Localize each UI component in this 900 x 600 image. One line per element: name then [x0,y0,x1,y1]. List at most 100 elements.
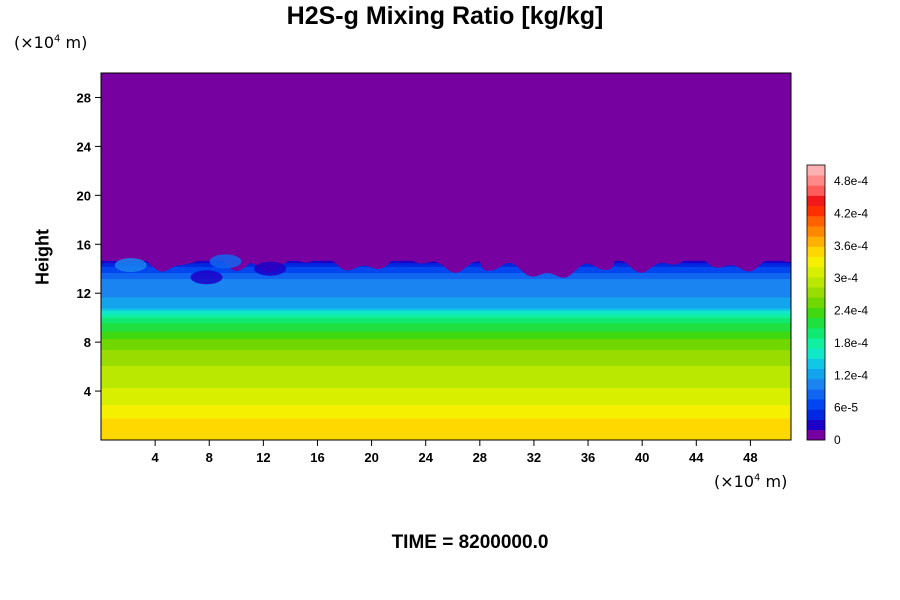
contour-band [101,268,791,271]
contour-band [101,378,791,381]
eddy [114,258,147,273]
contour-band [101,318,791,321]
contour-band [101,289,791,292]
contour-band [101,373,791,376]
contour-band [101,345,791,348]
contour-band [101,311,791,314]
contour-band [101,332,791,335]
colorbar-swatch [807,358,825,370]
contour-band [101,409,791,412]
contour-band [101,387,791,390]
contour-band [101,269,791,272]
y-tick-label: 28 [77,90,91,105]
contour-band [101,313,791,316]
contour-band [101,323,791,326]
contour-band [101,306,791,309]
contour-band [101,294,791,297]
contour-band [101,272,791,275]
contour-band [101,327,791,330]
contour-band [101,354,791,357]
contour-band [101,367,791,370]
contour-band [101,393,791,396]
contour-band [101,282,791,285]
contour-band [101,431,791,434]
contour-band [101,433,791,436]
contour-band [101,304,791,307]
plot-frame [100,72,792,441]
contour-band [101,426,791,429]
contour-band [101,271,791,274]
contour-band [101,399,791,402]
contour-band [101,395,791,398]
x-tick-label: 36 [581,450,595,465]
contour-band [101,317,791,320]
contour-band [101,408,791,411]
contour-band [101,310,791,313]
y-axis: 4 8 12 16 20 24 28 [77,90,101,399]
contour-band [101,381,791,384]
contour-band [101,403,791,406]
y-tick-label: 4 [84,384,92,399]
colorbar-tick-label: 3.6e-4 [834,239,868,253]
contour-band [101,312,791,315]
contour-band [101,336,791,338]
colorbar-swatch [807,236,825,247]
contour-band [101,365,791,368]
contour-band [101,384,791,387]
colorbar-tick-label: 0 [834,433,841,447]
colorbar-tick-label: 6e-5 [834,401,858,415]
contour-band [101,315,791,318]
colorbar-swatch [807,226,825,237]
colorbar-swatch [807,195,825,207]
contour-band [101,360,791,363]
colorbar-tick-label: 4.2e-4 [834,207,868,221]
y-tick-label: 8 [84,335,91,350]
contour-band [101,326,791,329]
contour-band [101,422,791,425]
contour-band [101,274,791,277]
contour-band [101,415,791,418]
x-tick-label: 28 [473,450,487,465]
contour-band [101,414,791,417]
colorbar-tick-label: 1.2e-4 [834,368,868,382]
colorbar-swatch [807,205,825,217]
contour-band [101,437,791,440]
contour-band [101,290,791,293]
upper-boundary [101,73,791,278]
x-tick-label: 8 [206,450,213,465]
contour-band [101,372,791,375]
contour-band [101,432,791,435]
contour-band [101,329,791,332]
colorbar-tick-label: 3e-4 [834,271,858,285]
contour-band [101,392,791,395]
contour-band [101,283,791,286]
contour-band [101,325,791,327]
contour-band [101,334,791,337]
colorbar-tick-label: 4.8e-4 [834,174,868,188]
contour-band [101,280,791,283]
contour-band [101,328,791,331]
contour-band [101,428,791,431]
contour-band [101,436,791,439]
x-axis: 4 8 12 16 20 24 28 32 36 40 44 48 [152,440,758,465]
contour-band [101,386,791,388]
colorbar-swatch [807,399,825,410]
contour-band [101,355,791,358]
contour-band [101,337,791,340]
contour-band [101,331,791,333]
contour-band [101,339,791,342]
contour-band [101,400,791,403]
contour-band [101,377,791,380]
contour-band [101,369,791,371]
contour-band [101,344,791,347]
contour-band [101,333,791,336]
contour-band [101,371,791,374]
chart-title: H2S-g Mixing Ratio [kg/kg] [286,2,604,30]
colorbar-swatch [807,348,825,359]
contour-band [101,295,791,298]
x-tick-label: 20 [364,450,378,465]
contour-band [101,273,791,276]
colorbar-swatch [807,246,825,257]
colorbar-swatch [807,317,825,329]
